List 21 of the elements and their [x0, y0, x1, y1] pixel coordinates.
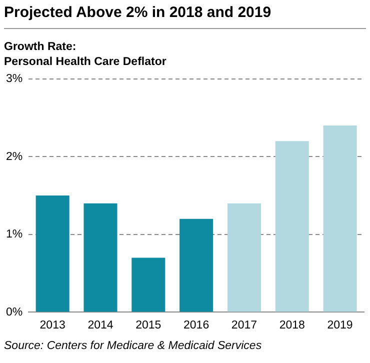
x-tick-label: 2014 [88, 319, 114, 332]
bar [275, 141, 309, 312]
y-tick-label: 2% [6, 150, 23, 163]
x-tick-label: 2018 [279, 319, 305, 332]
source-note: Source: Centers for Medicare & Medicaid Services [4, 340, 262, 352]
x-tick-label: 2013 [40, 319, 66, 332]
chart-title: Projected Above 2% in 2018 and 2019 [4, 4, 272, 21]
x-tick-label: 2019 [327, 319, 353, 332]
y-tick-label: 1% [6, 228, 23, 241]
chart-subtitle: Growth Rate: Personal Health Care Deflator [4, 40, 166, 70]
bar [227, 203, 261, 312]
x-tick-label: 2015 [136, 319, 162, 332]
bar [323, 126, 357, 312]
bar [84, 203, 118, 312]
bar [36, 196, 70, 312]
x-tick-label: 2016 [184, 319, 210, 332]
bar [132, 258, 166, 312]
x-tick-label: 2017 [231, 319, 258, 332]
bar [180, 218, 214, 312]
y-tick-label: 3% [6, 73, 23, 86]
y-tick-label: 0% [6, 306, 23, 318]
